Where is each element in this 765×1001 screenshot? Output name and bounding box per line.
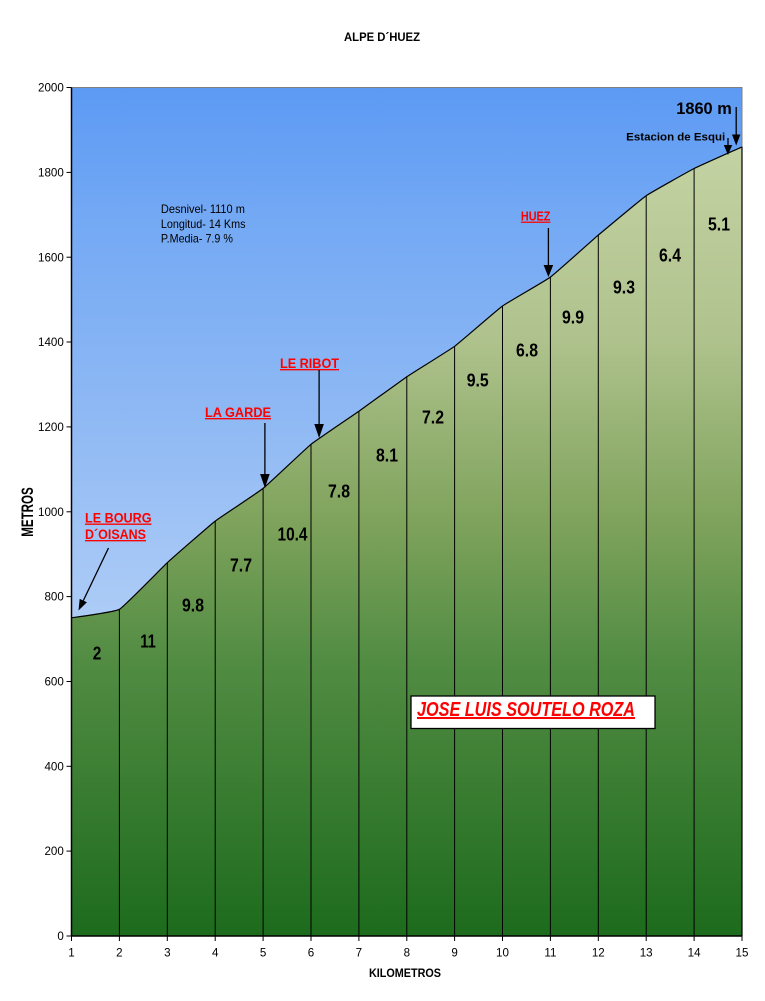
- svg-text:9: 9: [451, 946, 457, 959]
- svg-text:9.3: 9.3: [613, 277, 635, 298]
- svg-text:METROS: METROS: [18, 487, 37, 537]
- svg-text:9.9: 9.9: [562, 307, 584, 328]
- svg-text:8.1: 8.1: [376, 445, 398, 466]
- svg-text:ALPE D´HUEZ: ALPE D´HUEZ: [344, 30, 420, 44]
- svg-text:15: 15: [736, 946, 749, 959]
- svg-text:6.4: 6.4: [659, 245, 682, 266]
- svg-text:LE BOURG: LE BOURG: [85, 511, 152, 526]
- svg-text:10: 10: [496, 946, 509, 959]
- svg-text:11: 11: [544, 946, 556, 959]
- svg-text:13: 13: [640, 946, 653, 959]
- svg-text:1400: 1400: [38, 336, 64, 349]
- svg-text:LE RIBOT: LE RIBOT: [280, 356, 340, 371]
- svg-text:Desnivel- 1110 m: Desnivel- 1110 m: [161, 203, 245, 216]
- svg-text:1800: 1800: [38, 167, 64, 180]
- svg-text:9.8: 9.8: [182, 595, 204, 616]
- svg-text:LA GARDE: LA GARDE: [205, 405, 271, 420]
- svg-text:7: 7: [356, 946, 362, 959]
- svg-text:7.2: 7.2: [422, 407, 444, 428]
- svg-text:HUEZ: HUEZ: [521, 210, 551, 224]
- svg-text:KILOMETROS: KILOMETROS: [369, 966, 441, 980]
- svg-text:600: 600: [44, 676, 63, 689]
- svg-text:2: 2: [116, 946, 122, 959]
- svg-text:200: 200: [44, 845, 63, 858]
- svg-text:P.Media- 7.9 %: P.Media- 7.9 %: [161, 233, 233, 246]
- svg-text:1860 m: 1860 m: [676, 100, 732, 118]
- svg-text:12: 12: [592, 946, 605, 959]
- svg-text:5: 5: [260, 946, 266, 959]
- svg-text:0: 0: [57, 930, 63, 943]
- svg-text:6: 6: [308, 946, 314, 959]
- svg-text:4: 4: [212, 946, 219, 959]
- svg-text:1: 1: [68, 946, 74, 959]
- svg-text:2: 2: [93, 643, 102, 664]
- svg-text:7.8: 7.8: [328, 481, 350, 502]
- svg-text:800: 800: [44, 591, 63, 604]
- svg-text:14: 14: [688, 946, 701, 959]
- svg-text:JOSE LUIS SOUTELO ROZA: JOSE LUIS SOUTELO ROZA: [417, 699, 635, 721]
- svg-text:11: 11: [140, 631, 156, 652]
- svg-text:9.5: 9.5: [467, 370, 489, 391]
- svg-text:Estacion de Esqui: Estacion de Esqui: [626, 132, 725, 144]
- svg-text:10.4: 10.4: [278, 523, 309, 544]
- svg-text:7.7: 7.7: [230, 555, 252, 576]
- svg-text:1000: 1000: [38, 506, 64, 519]
- svg-text:400: 400: [44, 760, 63, 773]
- svg-text:1200: 1200: [38, 421, 64, 434]
- svg-text:6.8: 6.8: [516, 340, 538, 361]
- svg-text:5.1: 5.1: [708, 214, 730, 235]
- svg-text:D´OISANS: D´OISANS: [85, 527, 146, 542]
- svg-text:8: 8: [404, 946, 410, 959]
- svg-text:Longitud- 14 Kms: Longitud- 14 Kms: [161, 218, 246, 231]
- svg-text:2000: 2000: [38, 82, 64, 95]
- svg-text:3: 3: [164, 946, 170, 959]
- svg-text:1600: 1600: [38, 251, 64, 264]
